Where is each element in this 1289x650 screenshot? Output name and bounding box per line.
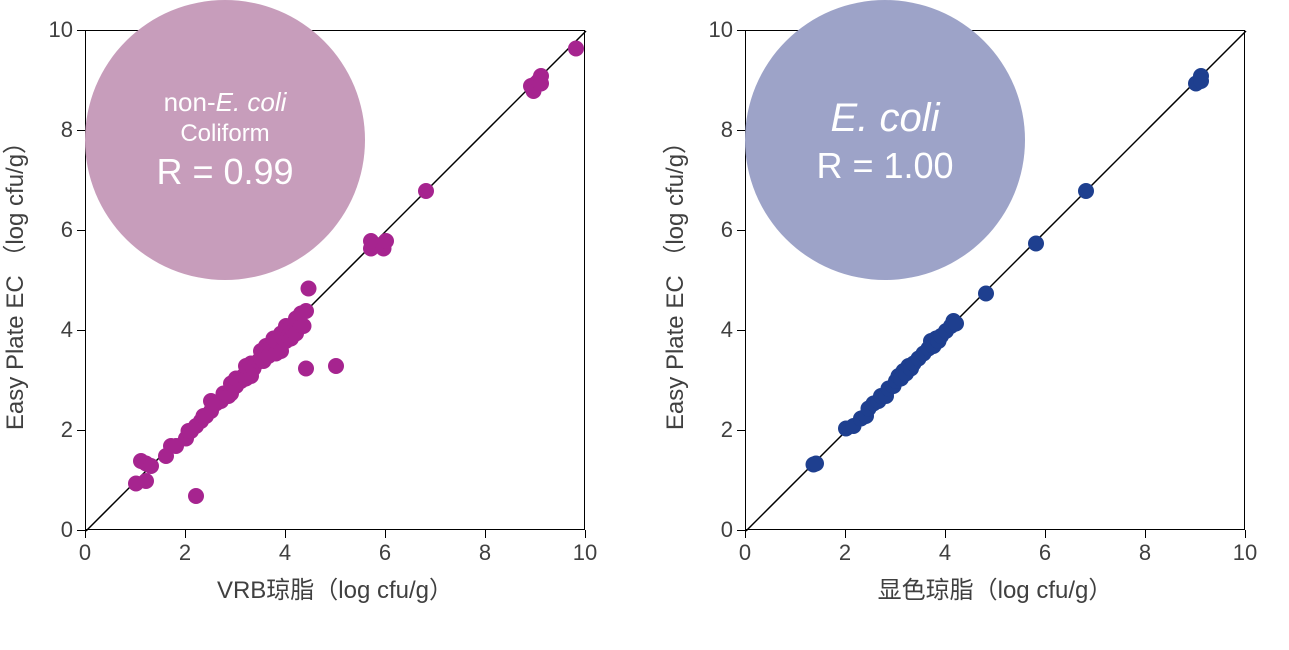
x-tick-mark bbox=[1045, 530, 1047, 538]
chart-panels: non-E. coli Coliform R = 0.99 VRB琼脂（log … bbox=[0, 0, 1289, 650]
x-tick-label: 8 bbox=[479, 540, 491, 566]
left-x-axis-label: VRB琼脂（log cfu/g） bbox=[217, 570, 453, 605]
y-tick-label: 2 bbox=[61, 417, 73, 443]
right-x-axis-label: 显色琼脂（log cfu/g） bbox=[878, 570, 1113, 605]
x-tick-label: 8 bbox=[1139, 540, 1151, 566]
data-point bbox=[533, 68, 549, 84]
data-point bbox=[298, 303, 314, 319]
data-point bbox=[808, 456, 824, 472]
data-point bbox=[298, 361, 314, 377]
data-point bbox=[1078, 183, 1094, 199]
y-tick-label: 6 bbox=[61, 217, 73, 243]
right-badge-circle: E. coli R = 1.00 bbox=[745, 0, 1025, 280]
data-point bbox=[138, 473, 154, 489]
data-point bbox=[188, 488, 204, 504]
data-point bbox=[418, 183, 434, 199]
left-y-axis-label: Easy Plate EC （log cfu/g） bbox=[0, 130, 30, 430]
x-tick-label: 4 bbox=[279, 540, 291, 566]
x-tick-mark bbox=[385, 530, 387, 538]
left-badge-circle: non-E. coli Coliform R = 0.99 bbox=[85, 0, 365, 280]
x-tick-mark bbox=[1245, 530, 1247, 538]
right-y-axis-label: Easy Plate EC （log cfu/g） bbox=[655, 130, 690, 430]
left-badge-line2: Coliform bbox=[180, 119, 269, 149]
x-tick-label: 10 bbox=[1233, 540, 1257, 566]
x-tick-label: 2 bbox=[839, 540, 851, 566]
y-tick-label: 4 bbox=[721, 317, 733, 343]
y-tick-label: 8 bbox=[721, 117, 733, 143]
y-tick-mark bbox=[77, 430, 85, 432]
data-point bbox=[328, 358, 344, 374]
data-point bbox=[948, 316, 964, 332]
data-point bbox=[1193, 73, 1209, 89]
data-point bbox=[378, 233, 394, 249]
left-badge-line1-italic: E. coli bbox=[216, 87, 287, 117]
x-tick-mark bbox=[585, 530, 587, 538]
y-tick-mark bbox=[77, 330, 85, 332]
y-tick-mark bbox=[737, 30, 745, 32]
x-tick-mark bbox=[1145, 530, 1147, 538]
data-point bbox=[143, 458, 159, 474]
data-point bbox=[301, 281, 317, 297]
left-badge-line1: non-E. coli bbox=[164, 86, 287, 119]
x-tick-label: 0 bbox=[739, 540, 751, 566]
x-tick-label: 6 bbox=[1039, 540, 1051, 566]
x-tick-mark bbox=[845, 530, 847, 538]
left-badge-line3: R = 0.99 bbox=[156, 149, 293, 194]
x-tick-mark bbox=[85, 530, 87, 538]
y-tick-label: 6 bbox=[721, 217, 733, 243]
y-tick-mark bbox=[737, 130, 745, 132]
data-point bbox=[1028, 236, 1044, 252]
x-tick-mark bbox=[745, 530, 747, 538]
y-tick-label: 8 bbox=[61, 117, 73, 143]
y-tick-label: 4 bbox=[61, 317, 73, 343]
y-tick-label: 2 bbox=[721, 417, 733, 443]
x-tick-mark bbox=[285, 530, 287, 538]
y-tick-mark bbox=[77, 130, 85, 132]
right-badge-line3: R = 1.00 bbox=[816, 143, 953, 188]
y-tick-mark bbox=[737, 530, 745, 532]
y-tick-label: 10 bbox=[49, 17, 73, 43]
data-point bbox=[978, 286, 994, 302]
right-badge-line1: E. coli bbox=[831, 93, 940, 143]
y-tick-label: 0 bbox=[61, 517, 73, 543]
y-tick-label: 10 bbox=[709, 17, 733, 43]
x-tick-label: 6 bbox=[379, 540, 391, 566]
data-point bbox=[568, 41, 584, 57]
x-tick-mark bbox=[945, 530, 947, 538]
x-tick-label: 0 bbox=[79, 540, 91, 566]
data-point bbox=[296, 318, 312, 334]
y-tick-mark bbox=[77, 30, 85, 32]
x-tick-label: 2 bbox=[179, 540, 191, 566]
y-tick-mark bbox=[77, 230, 85, 232]
y-tick-mark bbox=[737, 330, 745, 332]
y-tick-mark bbox=[77, 530, 85, 532]
y-tick-label: 0 bbox=[721, 517, 733, 543]
x-tick-label: 4 bbox=[939, 540, 951, 566]
y-tick-mark bbox=[737, 230, 745, 232]
x-tick-mark bbox=[185, 530, 187, 538]
x-tick-label: 10 bbox=[573, 540, 597, 566]
left-badge-line1-prefix: non- bbox=[164, 87, 216, 117]
y-tick-mark bbox=[737, 430, 745, 432]
x-tick-mark bbox=[485, 530, 487, 538]
